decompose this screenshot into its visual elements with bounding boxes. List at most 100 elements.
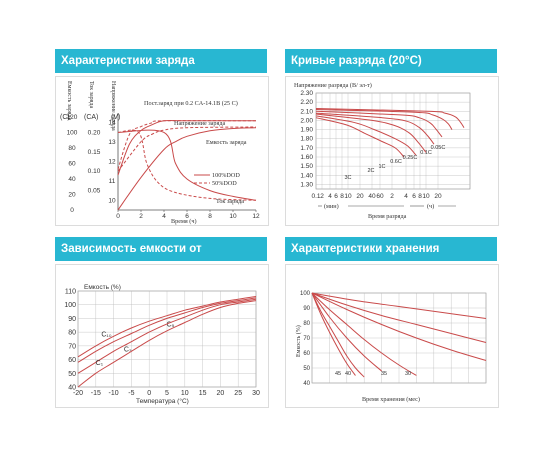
discharge-x-tick: 8 <box>418 193 422 200</box>
discharge-series-label: 0.05C <box>431 145 446 151</box>
discharge-y-tick: 2.10 <box>300 108 313 115</box>
charge-line <box>117 120 257 170</box>
discharge-series-label: 2C <box>367 168 374 174</box>
storage-series-label: 40 <box>345 371 351 377</box>
temperature-xlabel: Температура (°C) <box>136 397 189 405</box>
charge-line <box>117 126 257 172</box>
discharge-x-tick: 0.1 <box>311 193 320 200</box>
temperature-line <box>77 300 257 388</box>
discharge-x-tick: 4 <box>328 193 332 200</box>
chart-discharge: 1.30 1.40 1.50 1.60 1.70 1.80 1.90 2.00 2.10 2.20… <box>285 76 499 226</box>
discharge-series-label: 0.6C <box>390 159 402 165</box>
storage-y-tick: 40 <box>303 381 310 387</box>
discharge-svg: 1.30 1.40 1.50 1.60 1.70 1.80 1.90 2.00 2.10 2.20… <box>294 82 471 220</box>
charge-y-tick-voltage: 10 <box>108 197 116 204</box>
storage-series-label: 30 <box>405 371 411 377</box>
discharge-x-tick: 40 <box>368 193 376 200</box>
header-temperature: Зависимость емкости от температуры <box>55 237 267 279</box>
storage-series-label: 45 <box>335 371 341 377</box>
discharge-x-tick: 8 <box>340 193 344 200</box>
charge-line <box>117 119 256 176</box>
storage-y-tick: 70 <box>303 336 310 342</box>
storage-ylabel: Емкость (%) <box>295 325 302 357</box>
charge-x-tick: 6 <box>185 213 189 220</box>
charge-x-tick: 10 <box>229 213 237 220</box>
storage-xlabel: Время хранения (мес) <box>362 396 420 403</box>
temperature-x-tick: -15 <box>91 390 101 397</box>
storage-y-tick: 60 <box>303 351 310 357</box>
discharge-frame <box>315 92 471 190</box>
charge-x-tick: 4 <box>162 213 166 220</box>
discharge-y-tick: 1.50 <box>300 163 313 170</box>
discharge-x-tick: 20 <box>434 193 442 200</box>
temperature-line <box>77 297 257 363</box>
discharge-unit-h: (ч) <box>427 203 434 210</box>
charge-x-tick: 12 <box>252 213 260 220</box>
temperature-x-tick: 5 <box>165 390 169 397</box>
charge-y-tick-voltage: 13 <box>108 139 116 146</box>
charge-y-tick-capacity: 40 <box>68 176 76 183</box>
charge-y-tick-capacity: 120 <box>67 114 78 121</box>
charge-y-tick-current: 0.05 <box>88 188 101 195</box>
temperature-line <box>77 296 257 358</box>
storage-line <box>311 292 487 361</box>
discharge-y-tick: 2.00 <box>300 117 313 124</box>
header-charge: Характеристики заряда <box>55 49 267 73</box>
charge-legend-100: 100%DOD <box>212 172 240 179</box>
charge-y-tick-capacity: 100 <box>67 129 78 136</box>
charge-title: Пост.заряд при 0.2 CA-14.1B (25 C) <box>144 100 238 107</box>
chart-storage: 40 50 60 70 80 90 100 45 40 35 30 Емкость (%) Вре… <box>285 264 499 408</box>
discharge-y-tick: 1.80 <box>300 136 313 143</box>
charge-y-tick-current: 0.15 <box>88 149 101 156</box>
charge-axis-current-label: Ток заряда <box>88 81 94 108</box>
storage-y-tick: 90 <box>303 306 310 312</box>
storage-line <box>311 292 356 376</box>
temperature-y-tick: 90 <box>68 316 76 323</box>
charge-y-tick-capacity: 20 <box>68 191 76 198</box>
discharge-x-tick: 60 <box>376 193 384 200</box>
discharge-series-label: 3C <box>344 175 351 181</box>
discharge-line <box>315 109 453 130</box>
storage-line <box>311 292 487 319</box>
storage-line <box>311 292 365 378</box>
charge-y-tick-capacity: 0 <box>70 207 74 214</box>
discharge-line <box>315 115 417 156</box>
storage-line <box>311 292 417 376</box>
temperature-x-tick: 15 <box>199 390 207 397</box>
temperature-series-label: C₁₀ <box>101 331 111 338</box>
charge-line <box>117 129 257 201</box>
discharge-line <box>315 110 443 138</box>
temperature-y-tick: 110 <box>65 289 76 296</box>
temperature-series-label: C₁ <box>96 360 104 367</box>
charge-annot-current: Ток заряда <box>216 198 244 205</box>
charge-svg: 0 2 4 6 8 10 120204060801001200.050.100.150.20… <box>60 81 260 225</box>
temperature-line <box>77 298 257 374</box>
temperature-svg: 40 50 60 70 80 90 100 110 -20 -15 -10 -5 0 5 10 15 20 25 3… <box>64 284 260 405</box>
charge-y-tick-voltage: 12 <box>108 159 116 166</box>
charge-y-tick-voltage: 11 <box>109 178 116 185</box>
temperature-x-tick: -5 <box>128 390 134 397</box>
discharge-line <box>315 113 427 153</box>
temperature-series-label: C₅ <box>167 322 175 329</box>
discharge-y-tick: 1.60 <box>300 154 313 161</box>
header-storage: Характеристики хранения <box>285 237 497 261</box>
discharge-line <box>315 112 435 145</box>
discharge-y-tick: 1.40 <box>300 172 313 179</box>
charge-unit-c: (C) <box>60 114 70 121</box>
charge-x-tick: 8 <box>208 213 212 220</box>
charge-annot-capacity: Емкость заряда <box>206 139 247 146</box>
temperature-y-tick: 50 <box>68 371 76 378</box>
charge-y-tick-current: 0.20 <box>88 129 101 136</box>
charge-unit-v: (V) <box>111 114 120 121</box>
discharge-unit-min: (мин) <box>324 203 339 210</box>
discharge-x-tick: 10 <box>422 193 430 200</box>
temperature-y-tick: 100 <box>64 302 76 309</box>
discharge-x-tick: 6 <box>412 193 416 200</box>
charge-y-tick-current: 0.10 <box>88 168 101 175</box>
temperature-x-tick: 0 <box>147 390 151 397</box>
charge-line <box>117 129 257 201</box>
discharge-x-tick: 2 <box>320 193 324 200</box>
discharge-y-tick: 1.90 <box>300 127 313 134</box>
storage-line <box>311 292 487 343</box>
chart-temperature: 40 50 60 70 80 90 100 110 -20 -15 -10 -5 0 5 10 15 20 25 3… <box>55 264 269 408</box>
